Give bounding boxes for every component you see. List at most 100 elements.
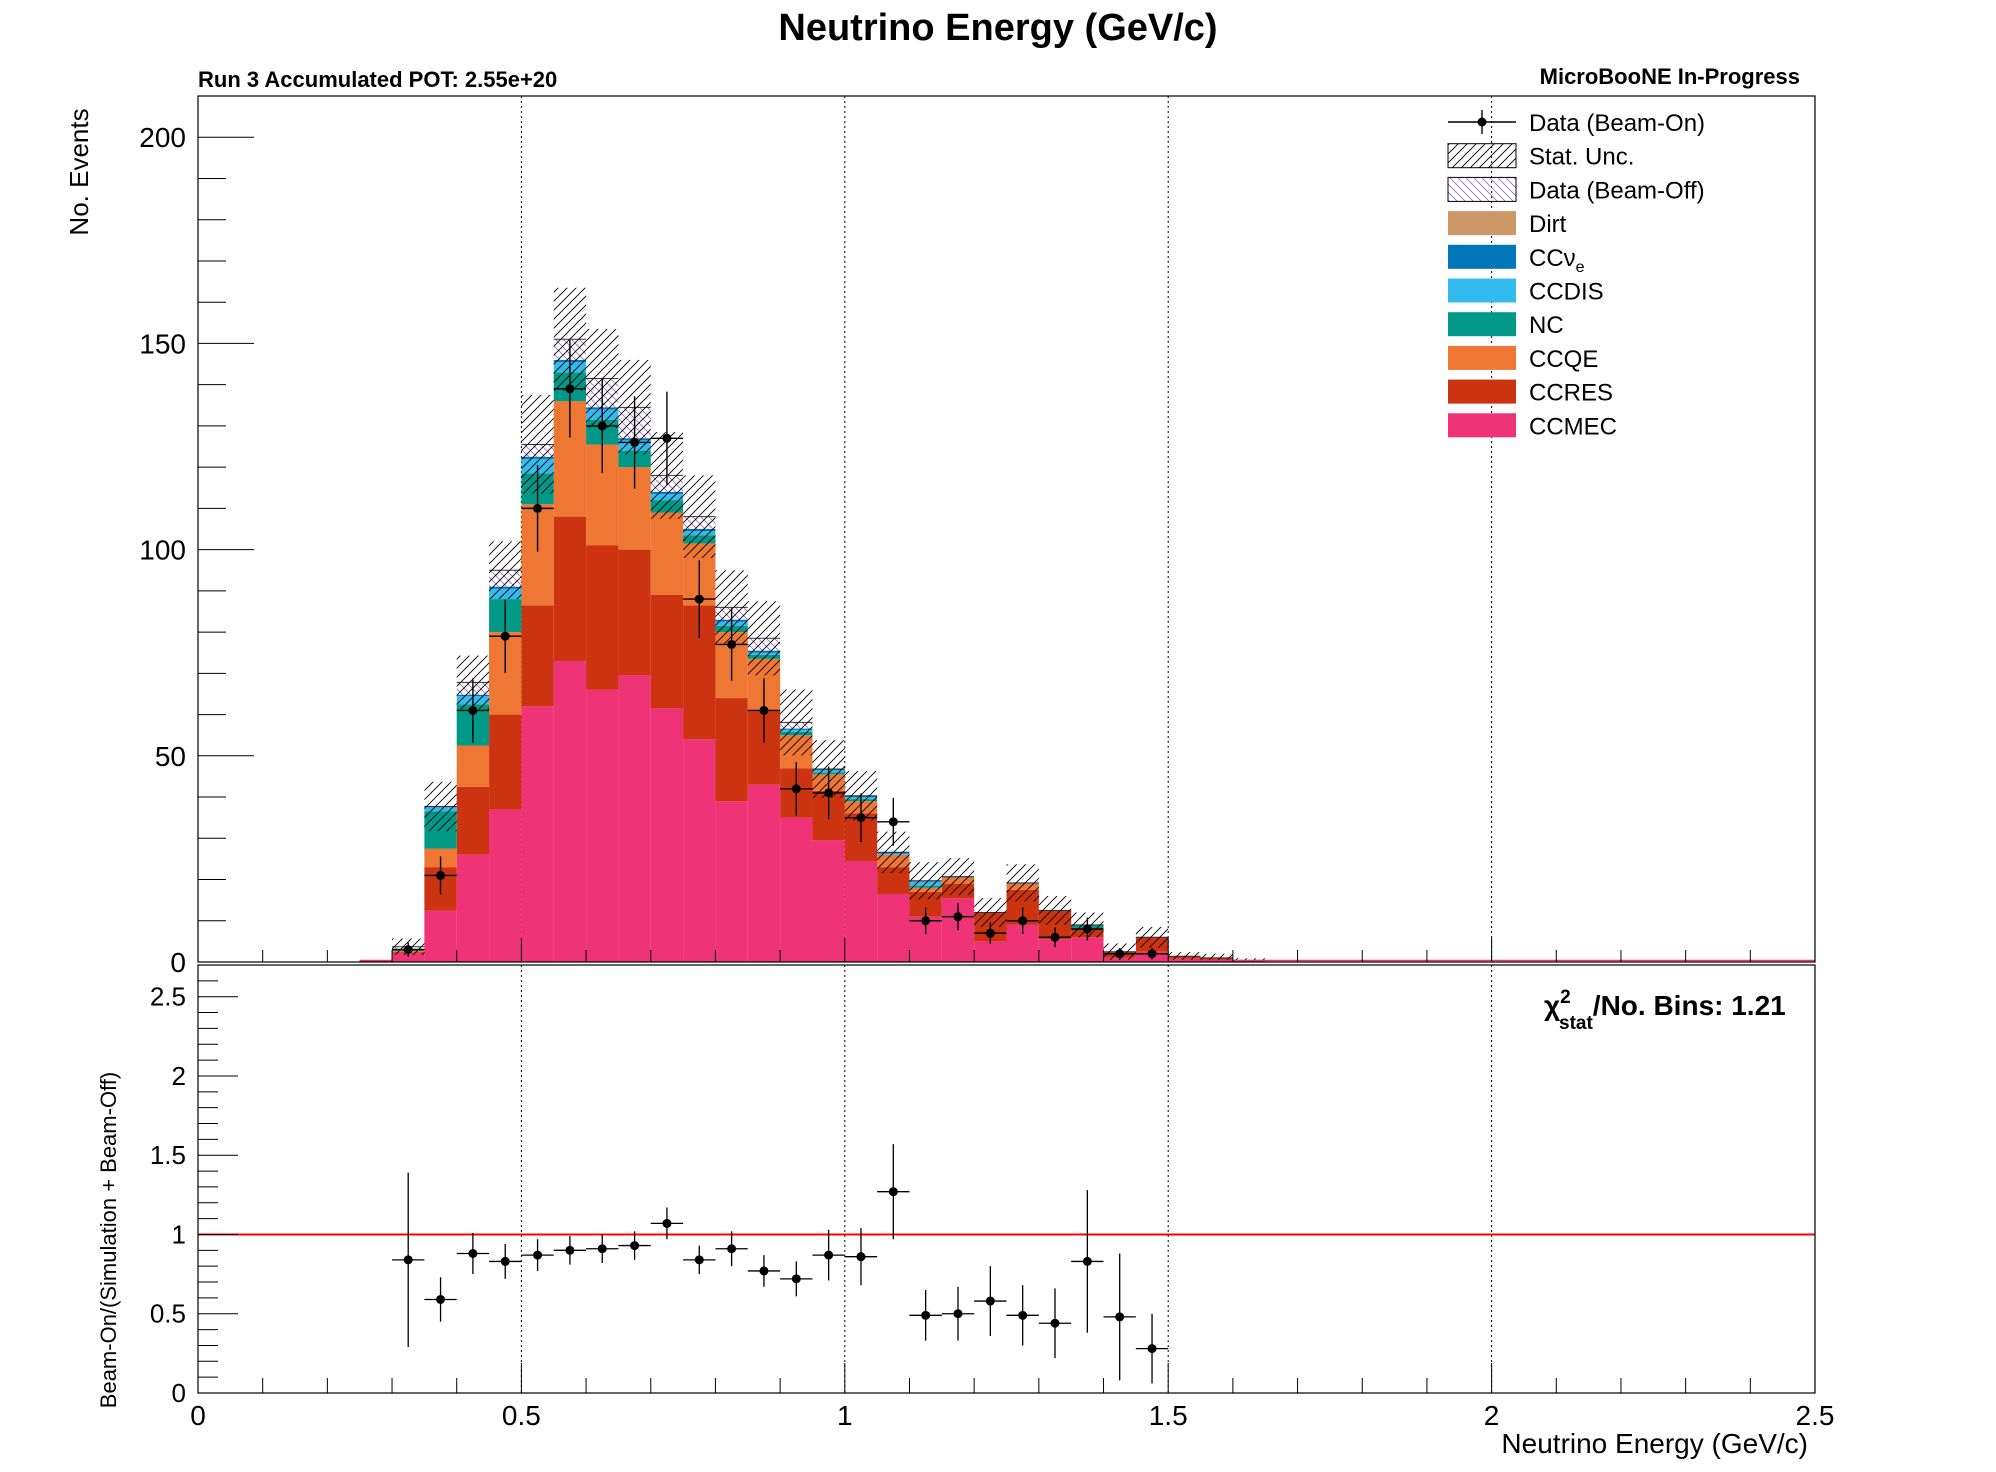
data-point: [662, 433, 672, 443]
x-tick-label: 0: [190, 1400, 206, 1431]
data-point: [1082, 924, 1092, 934]
bar-ccmec: [974, 941, 1007, 962]
stat-unc-band: [424, 781, 457, 832]
x-tick-label: 2: [1484, 1400, 1500, 1431]
ratio-point: [791, 1274, 801, 1284]
stat-unc-band: [747, 601, 781, 676]
data-point: [985, 928, 995, 938]
legend-swatch-data-beam-off-: [1447, 176, 1517, 202]
stat-unc-band: [1038, 896, 1072, 925]
ratio-point: [953, 1309, 963, 1319]
y-tick-label: 0: [170, 947, 186, 978]
bar-ccmec: [586, 689, 619, 962]
bar-ccres: [489, 714, 522, 810]
data-point: [1050, 932, 1060, 942]
data-point: [565, 384, 575, 394]
bar-ccqe: [456, 745, 490, 787]
legend-label-cc-e: CCνe: [1529, 245, 1585, 276]
bar-ccres: [715, 698, 748, 802]
legend-swatch-ccmec: [1448, 413, 1516, 438]
ratio-point: [1082, 1256, 1092, 1266]
ratio-point: [888, 1187, 898, 1197]
ratio-point: [824, 1250, 834, 1260]
data-point: [597, 421, 607, 431]
bar-ccmec: [683, 739, 716, 962]
x-tick-label: 0.5: [502, 1400, 541, 1431]
data-point: [630, 437, 640, 447]
data-point: [791, 784, 801, 794]
stat-unc-band: [1200, 953, 1233, 962]
data-point: [888, 817, 898, 827]
stat-unc-band: [780, 689, 813, 756]
data-point: [694, 594, 704, 604]
stat-unc-band: [489, 541, 522, 600]
y-tick-label: 100: [139, 535, 186, 566]
ratio-point: [436, 1294, 446, 1304]
chi2-text: /No. Bins: 1.21: [1593, 990, 1786, 1021]
top-plot: 0 50 100 150 200: [139, 95, 1816, 978]
top-y-axis-label: No. Events: [64, 108, 94, 235]
data-point: [436, 870, 446, 880]
ratio-point: [630, 1241, 640, 1251]
data-point: [403, 945, 413, 955]
data-point: [468, 705, 478, 715]
chart-subtitle-right: MicroBooNE In-Progress: [1540, 64, 1800, 89]
ratio-y-tick-label: 2.5: [150, 982, 186, 1012]
bar-ccmec: [521, 706, 554, 962]
x-tick-label: 1.5: [1149, 1400, 1188, 1431]
chi2-symbol: χ: [1544, 990, 1560, 1021]
bar-ccmec: [424, 910, 457, 962]
bar-ccres: [586, 545, 619, 690]
bar-ccmec: [650, 708, 684, 962]
ratio-point: [921, 1310, 931, 1320]
legend-marker-dot: [1477, 117, 1487, 127]
ratio-point: [759, 1266, 769, 1276]
legend-swatch-ccdis: [1448, 278, 1516, 303]
data-point: [856, 813, 866, 823]
ratio-y-tick-label: 0.5: [150, 1299, 186, 1329]
bar-ccmec: [747, 784, 781, 962]
bar-ccmec: [456, 854, 490, 962]
legend-swatch-ccres: [1448, 379, 1516, 404]
stat-unc-band: [974, 898, 1007, 927]
bar-ccqe: [650, 512, 684, 595]
bar-ccmec: [780, 817, 813, 962]
bar-ccmec: [489, 809, 522, 962]
legend-label-ccmec: CCMEC: [1529, 413, 1617, 440]
stat-unc-band: [1168, 952, 1201, 961]
bottom-frame: [197, 964, 1816, 1394]
ratio-point: [403, 1255, 413, 1265]
x-tick-label: 1: [837, 1400, 853, 1431]
chi2-annotation: χ2 stat/No. Bins: 1.21: [1544, 987, 1786, 1034]
ratio-point: [533, 1250, 543, 1260]
x-axis-label: Neutrino Energy (GeV/c): [1501, 1428, 1808, 1459]
ratio-point: [1115, 1312, 1125, 1322]
ratio-y-tick-label: 2: [172, 1061, 186, 1091]
data-point: [1018, 916, 1028, 926]
bottom-y-axis-label: Beam-On/(Simulation + Beam-Off): [96, 1072, 121, 1408]
chi2-subscript: stat: [1559, 1013, 1593, 1034]
legend-swatch-cc-e: [1448, 244, 1516, 269]
data-point: [1115, 949, 1125, 959]
top-frame: [197, 95, 1816, 963]
legend-swatch-stat-unc-: [1447, 143, 1517, 169]
bar-ccres: [650, 594, 684, 709]
data-point: [953, 912, 963, 922]
bar-ccmec: [812, 840, 845, 962]
legend-label-data-beam-on-: Data (Beam-On): [1529, 110, 1705, 137]
bar-ccmec: [877, 893, 910, 962]
data-point: [727, 639, 737, 649]
legend-label-nc: NC: [1529, 312, 1564, 339]
bar-ccmec: [618, 675, 651, 962]
legend-swatch-dirt: [1448, 211, 1516, 236]
stat-unc-band: [1006, 864, 1039, 902]
y-tick-label: 150: [139, 328, 186, 359]
ratio-point: [856, 1252, 866, 1262]
data-point: [500, 631, 510, 641]
ratio-point: [468, 1249, 478, 1259]
ratio-point: [1147, 1344, 1157, 1354]
data-point: [533, 503, 543, 513]
bar-ccres: [521, 605, 554, 707]
ratio-y-tick-label: 1: [172, 1219, 186, 1249]
ratio-point: [597, 1244, 607, 1254]
